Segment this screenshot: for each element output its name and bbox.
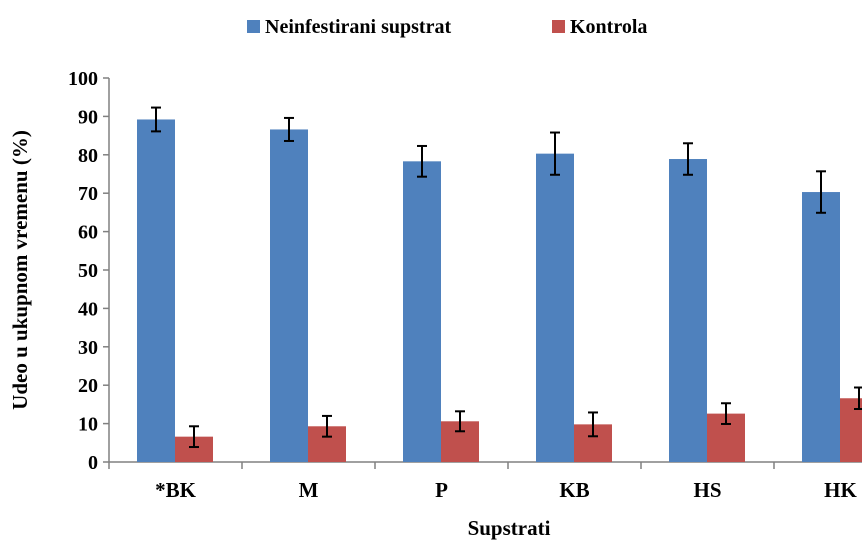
bar-neinfestirani-2 <box>403 161 441 462</box>
x-tick-label: P <box>435 478 448 502</box>
y-tick-label: 20 <box>78 375 98 397</box>
bars <box>137 108 862 462</box>
y-tick-label: 90 <box>78 106 98 128</box>
legend-swatch <box>247 20 260 33</box>
legend-label: Kontrola <box>570 16 647 38</box>
x-tick-label: M <box>299 478 319 502</box>
legend-swatch <box>552 20 565 33</box>
x-tick-label: KB <box>559 478 589 502</box>
y-tick-label: 30 <box>78 337 98 359</box>
y-tick-label: 50 <box>78 260 98 282</box>
bar-neinfestirani-1 <box>270 129 308 462</box>
bar-neinfestirani-5 <box>802 192 840 462</box>
y-tick-label: 0 <box>88 452 98 474</box>
y-axis: 0 10 20 30 40 50 60 70 80 90 100 <box>68 68 109 474</box>
y-tick-label: 70 <box>78 183 98 205</box>
x-axis-title: Supstrati <box>468 516 551 540</box>
y-tick-label: 80 <box>78 145 98 167</box>
x-tick-label: HS <box>693 478 721 502</box>
bar-neinfestirani-4 <box>669 159 707 462</box>
y-tick-label: 60 <box>78 222 98 244</box>
y-tick-label: 10 <box>78 414 98 436</box>
y-axis-title: Udeo u ukupnom vremenu (%) <box>8 130 32 410</box>
x-tick-label: HK <box>824 478 857 502</box>
bar-neinfestirani-0 <box>137 119 175 462</box>
legend-label: Neinfestirani supstrat <box>265 16 451 38</box>
x-tick-label: *BK <box>155 478 197 502</box>
x-axis: *BK M P KB HS HK <box>109 462 862 502</box>
legend: Neinfestirani supstrat Kontrola <box>247 16 647 38</box>
bar-neinfestirani-3 <box>536 154 574 462</box>
y-tick-label: 100 <box>68 68 98 90</box>
y-tick-label: 40 <box>78 298 98 320</box>
